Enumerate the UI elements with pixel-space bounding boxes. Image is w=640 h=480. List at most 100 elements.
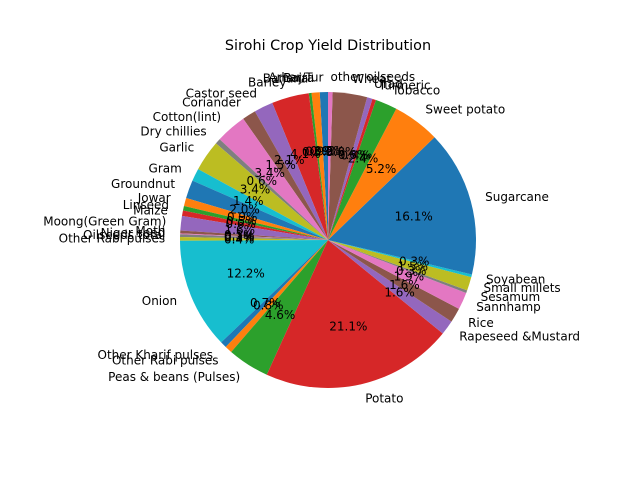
slice-percent-other-kharif-pulses: 0.7% [250,296,281,310]
slice-percent-moong-green-gram: 1.6% [225,223,256,237]
pie-slice-cotton-lint [219,118,328,240]
slice-label-rapeseed-mustard: Rapeseed &Mustard [459,329,580,343]
slice-label-bajra: Bajra [283,71,314,85]
slice-percent-sugarcane: 16.1% [395,210,433,224]
slice-label-groundnut: Groundnut [111,177,175,191]
slice-percent-rapeseed-mustard: 1.6% [384,286,415,300]
slice-percent-dry-chillies: 0.6% [247,174,278,188]
slice-label-cotton-lint: Cotton(lint) [153,110,221,124]
pie-slice-wheat [328,92,368,240]
slice-label-rice: Rice [468,316,494,330]
pie-slice-small-millets [328,240,472,291]
slice-percent-moth: 0.3% [224,228,255,242]
pie-slice-moth [180,230,328,240]
chart-title: Sirohi Crop Yield Distribution [225,38,431,54]
pie-slice-barley [272,93,328,240]
slice-label-sannhamp: Sannhamp [476,300,540,314]
slice-percent-banana: 0.3% [302,145,333,159]
slice-percent-small-millets: 1.5% [398,259,429,273]
slice-percent-garlic: 3.4% [240,183,271,197]
pie-slice-potato [266,240,443,389]
slice-label-peas-beans-pulses: Peas & beans (Pulses) [108,370,240,384]
pie-slice-other-rabi-pulses [179,237,328,241]
slice-percent-other-oilseeds: 0.5% [314,144,345,158]
pie-slice-banana [308,92,328,241]
pie-slice-sweet-potato [328,108,435,240]
slice-label-tobacco: Tobacco [391,83,440,97]
slice-percent-other-rabi-pulses: 0.4% [224,232,255,246]
pie-slices [179,91,477,389]
pie-slice-turmeric [328,98,376,240]
pie-slice-other-oilseeds [328,91,333,240]
slice-label-niger-seed: Niger seed [101,226,166,240]
slice-label-moong-green-gram: Moong(Green Gram) [43,215,166,229]
slice-percent-castor-seed: 2.1% [274,153,305,167]
slice-percent-urad: 0.6% [338,148,369,162]
slice-label-soyabean: Soyabean [486,272,545,286]
slice-percent-barley: 4.1% [290,147,321,161]
slice-percent-tobacco: 2.4% [348,151,379,165]
slice-percent-maize: 0.6% [225,217,256,231]
pie-slice-jowar [183,197,328,240]
pie-slice-oilseeds-total [180,234,328,240]
pie-slice-peas-beans-pulses [231,240,328,375]
slice-label-potato: Potato [365,392,403,406]
slice-label-oilseeds-total: Oilseeds total [83,228,165,242]
pie-slice-maize [181,210,328,240]
slice-percent-peas-beans-pulses: 4.6% [265,308,296,322]
pie-slice-rapeseed-mustard [328,240,452,334]
pie-slice-coriander [243,111,328,240]
slice-percent-groundnut: 2.0% [229,203,260,217]
slice-percent-linseed: 0.5% [226,214,257,228]
slice-label-sesamum: Sesamum [481,290,541,304]
pie-slice-tobacco [328,99,397,241]
pie-slice-groundnut [186,180,328,240]
slice-label-coriander: Coriander [182,95,241,109]
slice-label-arhar-tur: Arhar/Tur [268,70,323,84]
pie-slice-garlic [198,143,328,240]
slice-label-wheat: Wheat [352,72,391,86]
slice-percent-gram: 1.4% [233,194,264,208]
pie-slice-urad [328,97,373,241]
pie-slice-bajra [311,92,328,240]
pie-slice-niger-seed [180,233,328,240]
slice-percent-sweet-potato: 5.2% [366,162,397,176]
pie-slice-linseed [182,205,328,240]
slice-percent-soyabean: 0.3% [399,255,430,269]
slice-label-gram: Gram [149,161,182,175]
slice-label-maize: Maize [133,204,168,218]
slice-percent-onion: 12.2% [227,266,265,280]
slice-percent-bajra: 0.9% [305,145,336,159]
slice-label-jowar: Jowar [137,191,171,205]
pie-slice-other-rabi-pulses [225,240,328,352]
slice-percent-turmeric: 0.4% [340,149,371,163]
pie-slice-moong-green-gram [180,215,328,240]
slice-percent-potato: 21.1% [329,320,367,334]
pie-slice-rice [328,240,459,322]
pie-slice-soyabean [328,240,472,278]
pie-slice-onion [180,240,328,343]
pie-slice-sugarcane [328,137,477,275]
slice-percent-arhar-tur: 0.9% [310,144,341,158]
slice-label-dry-chillies: Dry chillies [140,124,206,138]
slice-percent-wheat: 3.8% [326,145,357,159]
slice-label-other-oilseeds: other oilseeds [331,70,416,84]
slice-percent-sesamum: 0.3% [396,264,427,278]
slice-percent-cotton-lint: 3.4% [254,166,285,180]
slice-label-linseed: Linseed [123,198,169,212]
slice-label-onion: Onion [142,294,177,308]
slice-label-sugarcane: Sugarcane [485,190,549,204]
slice-percent-oilseeds-total: 0.3% [224,230,255,244]
pie-slice-arhar-tur [319,91,328,240]
slice-label-other-kharif-pulses: Other Kharif pulses [98,348,213,362]
slice-label-castor-seed: Castor seed [186,87,257,101]
slice-label-urad: Urad [374,77,403,91]
slice-label-other-rabi-pulses: Other Rabi pulses [112,354,219,368]
slice-label-banana: Banana [263,71,309,85]
slice-label-barley: Barley [248,76,286,90]
slice-percent-sannhamp: 1.9% [394,270,425,284]
slice-label-other-rabi-pulses: Other Rabi pulses [59,232,166,246]
pie-slice-castor-seed [254,102,328,240]
